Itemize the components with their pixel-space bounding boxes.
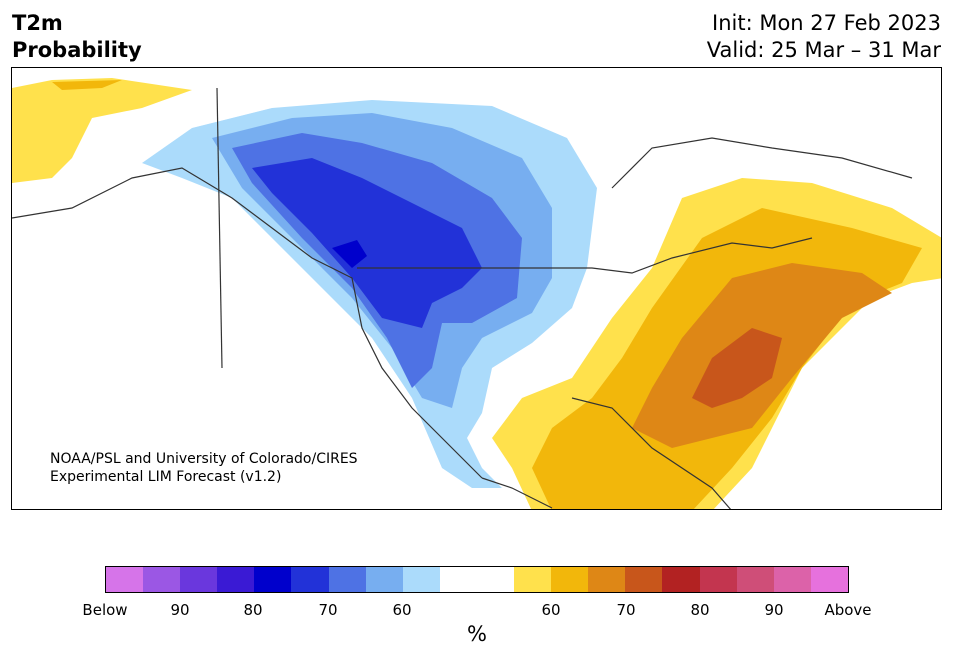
colorbar-segment [439,567,477,592]
colorbar-tick-label: 90 [764,601,784,619]
colorbar-segment [588,567,626,592]
colorbar-segment [514,567,552,592]
colorbar-tick-label: 60 [392,601,412,619]
alaska-orange-region [52,80,122,90]
colorbar-segment [291,567,329,592]
colorbar-segment [217,567,255,592]
map-panel: NOAA/PSL and University of Colorado/CIRE… [11,67,942,510]
credit-line-1: NOAA/PSL and University of Colorado/CIRE… [50,451,358,467]
colorbar-segment [736,567,774,592]
colorbar-tick-label: 80 [243,601,263,619]
alaska-above-region [12,78,192,183]
colorbar-segment [810,567,848,592]
colorbar-tick-label: 80 [690,601,710,619]
credit-line-2: Experimental LIM Forecast (v1.2) [50,469,282,485]
colorbar-tick-label: Above [824,601,872,619]
colorbar-segment [365,567,403,592]
colorbar-tick-label: 70 [318,601,338,619]
title-line-1: T2m [12,11,63,35]
colorbar-segment [551,567,589,592]
colorbar-segment [328,567,366,592]
colorbar-segment [476,567,515,592]
colorbar-tick-label: 60 [541,601,561,619]
title-line-2: Probability [12,38,142,62]
colorbar-segment [180,567,218,592]
colorbar-segment [402,567,440,592]
colorbar-tick-label: Below [82,601,128,619]
colorbar-segment [625,567,663,592]
valid-range: Valid: 25 Mar – 31 Mar [706,38,941,62]
probability-map [12,78,941,509]
colorbar-segment [773,567,811,592]
colorbar-segment [106,567,144,592]
map-boundaries [12,87,913,509]
colorbar-tick-label: 90 [170,601,190,619]
colorbar [105,566,849,593]
cold-max-region [332,240,367,268]
cold-90-region [252,158,482,328]
forecast-credit: NOAA/PSL and University of Colorado/CIRE… [50,450,358,486]
map-title: T2m Probability [12,10,142,64]
forecast-dates: Init: Mon 27 Feb 2023 Valid: 25 Mar – 31… [707,10,941,64]
colorbar-segment [143,567,181,592]
colorbar-segment [662,567,700,592]
colorbar-segment [254,567,292,592]
colorbar-segment [699,567,737,592]
warm-90-region [692,328,782,408]
colorbar-tick-label: 70 [616,601,636,619]
colorbar-unit: % [467,622,487,646]
init-date: Init: Mon 27 Feb 2023 [712,11,941,35]
